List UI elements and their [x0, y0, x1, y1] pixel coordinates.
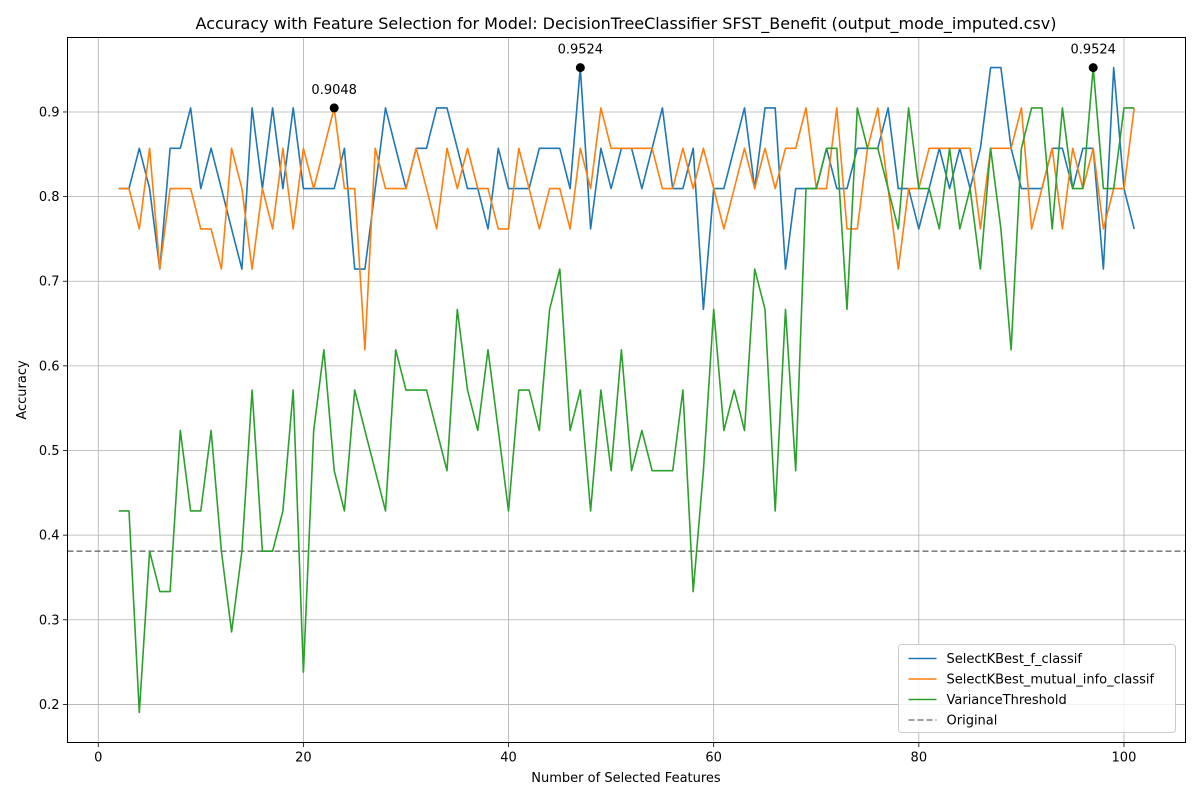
y-tick-label: 0.5 — [39, 444, 60, 459]
y-tick-label: 0.3 — [39, 613, 60, 628]
x-tick-label: 60 — [705, 751, 722, 766]
legend-label: SelectKBest_f_classif — [947, 652, 1083, 667]
grid — [67, 37, 1186, 743]
x-tick-label: 100 — [1112, 751, 1137, 766]
x-tick-label: 0 — [94, 751, 102, 766]
y-tick-label: 0.2 — [39, 698, 60, 713]
max-point-marker — [575, 63, 585, 73]
series-line-1 — [118, 107, 1135, 351]
legend-label: SelectKBest_mutual_info_classif — [947, 673, 1155, 688]
y-tick-label: 0.7 — [39, 275, 60, 290]
y-tick-label: 0.4 — [39, 529, 60, 544]
series-line-2 — [118, 66, 1135, 714]
max-point-marker — [1088, 63, 1098, 73]
max-point-label: 0.9524 — [558, 43, 604, 58]
y-tick-label: 0.6 — [39, 359, 60, 374]
x-tick-label: 40 — [500, 751, 517, 766]
max-point-marker — [329, 103, 339, 113]
x-axis-label: Number of Selected Features — [531, 771, 721, 786]
y-axis-label: Accuracy — [15, 360, 30, 420]
legend-box — [898, 644, 1176, 733]
legend: SelectKBest_f_classif SelectKBest_mutual_… — [898, 644, 1176, 733]
legend-label: VarianceThreshold — [947, 693, 1067, 708]
x-tick-label: 80 — [911, 751, 928, 766]
plot-area: 0.9048 0.9524 0.9524 — [67, 43, 1186, 714]
x-tick-label: 20 — [295, 751, 312, 766]
max-point-label: 0.9524 — [1070, 43, 1116, 58]
y-tick-label: 0.8 — [39, 190, 60, 205]
max-point-label: 0.9048 — [311, 83, 357, 98]
plot-frame — [67, 37, 1186, 743]
y-tick-label: 0.9 — [39, 105, 60, 120]
series-line-0 — [118, 66, 1135, 311]
legend-label: Original — [947, 714, 998, 729]
y-axis: 0.2 0.3 0.4 0.5 0.6 0.7 0.8 0.9 — [39, 105, 68, 713]
chart-title: Accuracy with Feature Selection for Mode… — [196, 14, 1057, 34]
x-axis: 0 20 40 60 80 100 — [94, 742, 1137, 766]
